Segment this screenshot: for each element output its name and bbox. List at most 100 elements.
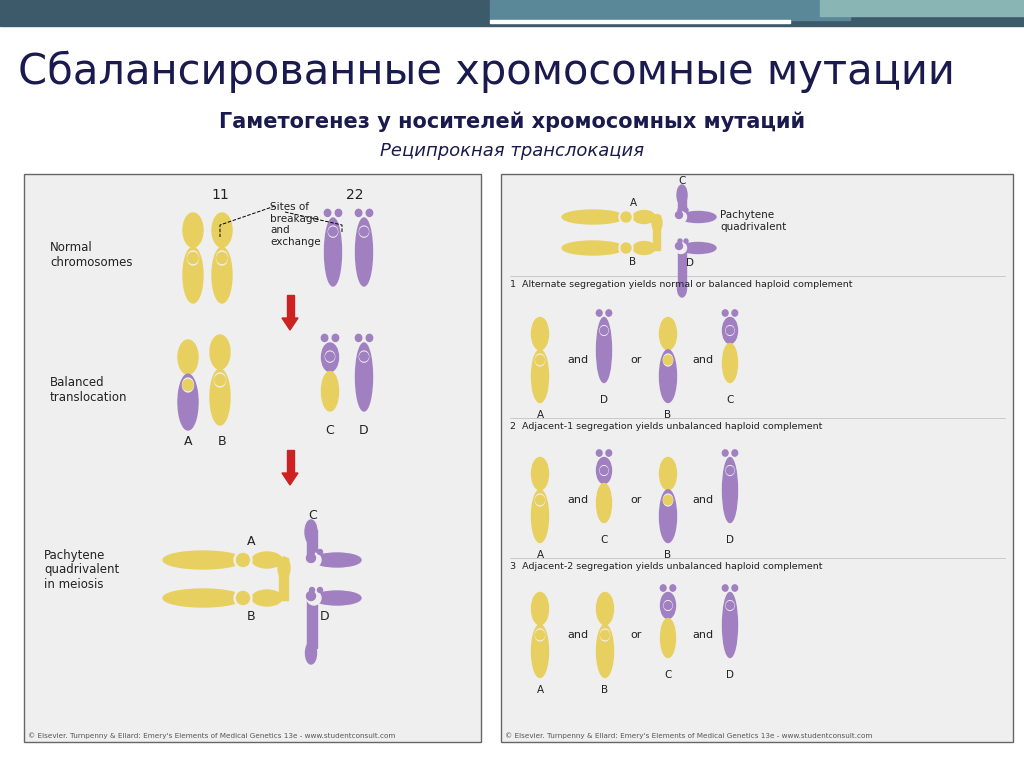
Ellipse shape	[678, 239, 682, 243]
Ellipse shape	[684, 208, 688, 212]
Text: Pachytene
quadrivalent: Pachytene quadrivalent	[720, 210, 786, 232]
Ellipse shape	[680, 242, 716, 254]
Ellipse shape	[536, 354, 545, 366]
Ellipse shape	[664, 495, 673, 505]
Bar	[287, 450, 294, 473]
Ellipse shape	[531, 457, 549, 490]
Ellipse shape	[600, 327, 608, 334]
Ellipse shape	[677, 185, 687, 205]
Ellipse shape	[182, 378, 194, 392]
Ellipse shape	[212, 247, 232, 303]
Ellipse shape	[726, 601, 734, 610]
Ellipse shape	[531, 318, 549, 350]
Ellipse shape	[329, 226, 338, 237]
Text: 1  Alternate segregation yields normal or balanced haploid complement: 1 Alternate segregation yields normal or…	[510, 280, 853, 289]
Text: D: D	[726, 535, 734, 545]
Text: A: A	[630, 198, 637, 208]
Bar	[501, 174, 1013, 742]
Ellipse shape	[732, 450, 737, 456]
Text: Сбалансированные хромосомные мутации: Сбалансированные хромосомные мутации	[18, 51, 954, 94]
Ellipse shape	[676, 212, 686, 222]
Ellipse shape	[306, 591, 315, 601]
Ellipse shape	[212, 213, 232, 247]
Text: B: B	[247, 610, 255, 623]
Ellipse shape	[726, 466, 734, 475]
Ellipse shape	[355, 209, 361, 216]
Text: D: D	[600, 395, 608, 405]
Ellipse shape	[732, 585, 737, 591]
Text: and: and	[567, 495, 588, 505]
Text: B: B	[218, 435, 226, 448]
Ellipse shape	[210, 369, 230, 425]
Ellipse shape	[335, 209, 342, 216]
Text: and: and	[567, 630, 588, 640]
Ellipse shape	[313, 591, 361, 605]
Ellipse shape	[664, 354, 673, 366]
Ellipse shape	[325, 209, 331, 216]
Bar	[653, 215, 660, 250]
Ellipse shape	[678, 208, 682, 212]
Bar	[490, 0, 850, 20]
Ellipse shape	[597, 592, 613, 625]
Ellipse shape	[531, 592, 549, 625]
Text: © Elsevier. Turnpenny & Ellard: Emery's Elements of Medical Genetics 13e - www.s: © Elsevier. Turnpenny & Ellard: Emery's …	[28, 732, 395, 739]
Ellipse shape	[621, 212, 631, 222]
Ellipse shape	[306, 554, 315, 562]
Text: B: B	[630, 257, 637, 267]
Ellipse shape	[676, 242, 683, 249]
Text: B: B	[665, 410, 672, 420]
Bar	[820, 0, 1024, 16]
Ellipse shape	[217, 252, 227, 264]
Bar	[24, 174, 481, 742]
Bar	[0, 0, 1024, 26]
Text: C: C	[665, 670, 672, 680]
Text: or: or	[630, 630, 641, 640]
Text: A: A	[537, 410, 544, 420]
Text: A: A	[537, 685, 544, 695]
Ellipse shape	[722, 585, 728, 591]
Ellipse shape	[359, 352, 369, 361]
Text: C: C	[600, 535, 607, 545]
Ellipse shape	[355, 334, 361, 341]
Ellipse shape	[216, 251, 227, 265]
Bar	[279, 558, 288, 600]
Text: 11: 11	[211, 188, 229, 202]
Ellipse shape	[183, 247, 203, 303]
Ellipse shape	[723, 592, 737, 657]
Text: © Elsevier. Turnpenny & Ellard: Emery's Elements of Medical Genetics 13e - www.s: © Elsevier. Turnpenny & Ellard: Emery's …	[505, 732, 872, 739]
Ellipse shape	[326, 352, 334, 361]
Ellipse shape	[723, 318, 737, 344]
Ellipse shape	[252, 590, 282, 606]
Ellipse shape	[359, 227, 369, 236]
Ellipse shape	[726, 466, 734, 476]
Text: D: D	[726, 670, 734, 680]
Ellipse shape	[163, 551, 243, 569]
Ellipse shape	[597, 483, 611, 522]
Ellipse shape	[536, 629, 545, 641]
Ellipse shape	[606, 450, 611, 456]
Text: B: B	[665, 550, 672, 560]
Ellipse shape	[600, 466, 608, 476]
Ellipse shape	[618, 210, 633, 224]
Ellipse shape	[187, 251, 199, 265]
Ellipse shape	[234, 551, 252, 569]
Text: Normal
chromosomes: Normal chromosomes	[50, 241, 132, 269]
Text: Sites of
breakage
and
exchange: Sites of breakage and exchange	[270, 202, 321, 247]
Ellipse shape	[322, 334, 328, 341]
Ellipse shape	[680, 212, 716, 222]
Ellipse shape	[163, 589, 243, 607]
Ellipse shape	[187, 252, 199, 264]
Ellipse shape	[326, 351, 335, 362]
Ellipse shape	[633, 242, 655, 255]
Ellipse shape	[252, 552, 282, 568]
Ellipse shape	[313, 553, 361, 567]
Ellipse shape	[367, 334, 373, 341]
Ellipse shape	[210, 335, 230, 369]
Text: C: C	[326, 424, 335, 437]
Bar	[678, 193, 686, 219]
Ellipse shape	[536, 630, 545, 640]
Ellipse shape	[676, 242, 686, 254]
Ellipse shape	[214, 373, 225, 387]
Text: Гаметогенез у носителей хромосомных мутаций: Гаметогенез у носителей хромосомных мута…	[219, 112, 805, 132]
Ellipse shape	[531, 350, 549, 403]
